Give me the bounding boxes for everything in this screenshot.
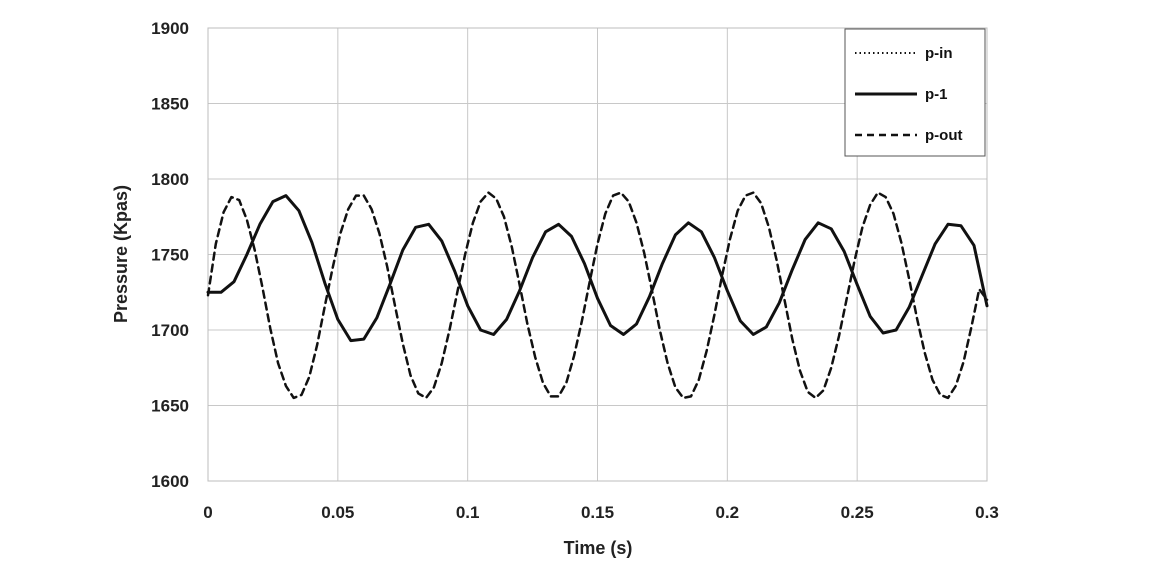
y-tick-label: 1750 xyxy=(151,246,189,265)
legend-label-p-in: p-in xyxy=(925,45,953,62)
y-tick-label: 1850 xyxy=(151,95,189,114)
y-tick-label: 1900 xyxy=(151,19,189,38)
x-axis-title: Time (s) xyxy=(564,538,633,558)
series-line-p-1 xyxy=(206,194,989,343)
x-tick-label: 0 xyxy=(203,503,212,522)
x-tick-label: 0.15 xyxy=(581,503,614,522)
x-tick-label: 0.05 xyxy=(321,503,354,522)
y-axis-tick-labels: 1600 1650 1700 1750 1800 1850 1900 xyxy=(151,19,189,491)
x-tick-label: 0.1 xyxy=(456,503,480,522)
legend-label-p-1: p-1 xyxy=(925,86,948,103)
y-tick-label: 1800 xyxy=(151,170,189,189)
y-axis-title: Pressure (Kpas) xyxy=(111,185,131,323)
x-tick-label: 0.3 xyxy=(975,503,999,522)
y-tick-label: 1700 xyxy=(151,321,189,340)
series-line-p-out xyxy=(206,191,989,400)
y-tick-label: 1600 xyxy=(151,472,189,491)
legend: p-in p-1 p-out xyxy=(844,28,986,157)
x-tick-label: 0.25 xyxy=(841,503,874,522)
x-axis-tick-labels: 0 0.05 0.1 0.15 0.2 0.25 0.3 xyxy=(203,503,999,522)
x-tick-label: 0.2 xyxy=(716,503,740,522)
plot-frame xyxy=(207,27,988,482)
series-lines xyxy=(206,191,989,400)
legend-label-p-out: p-out xyxy=(925,127,962,144)
y-tick-label: 1650 xyxy=(151,397,189,416)
